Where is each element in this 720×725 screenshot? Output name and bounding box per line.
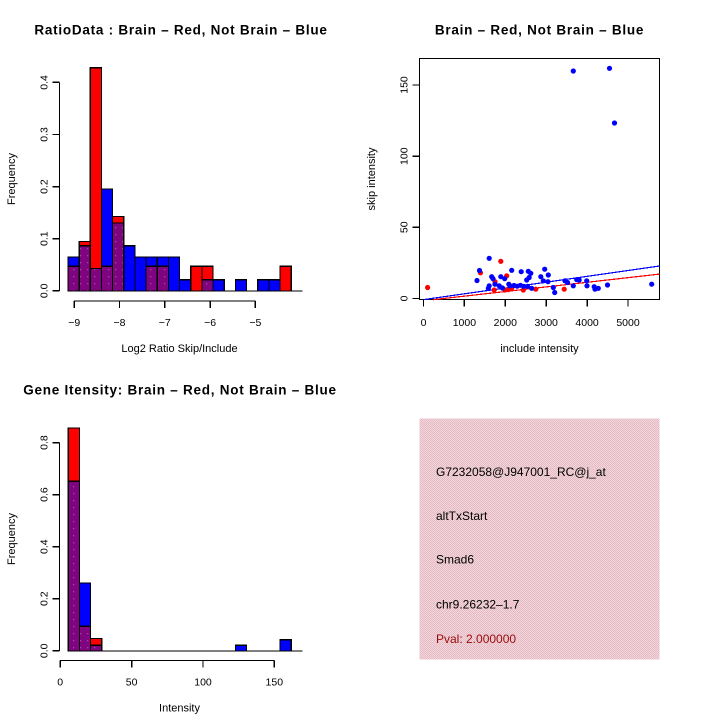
svg-text:0.6: 0.6 bbox=[39, 487, 51, 502]
svg-text:0: 0 bbox=[57, 677, 63, 689]
svg-text:0.8: 0.8 bbox=[39, 435, 51, 450]
svg-text:−5: −5 bbox=[249, 317, 261, 329]
svg-text:chr9.26232–1.7: chr9.26232–1.7 bbox=[436, 598, 520, 612]
svg-text:−8: −8 bbox=[114, 317, 126, 329]
svg-text:Log2 Ratio Skip/Include: Log2 Ratio Skip/Include bbox=[121, 343, 237, 355]
svg-text:0.0: 0.0 bbox=[39, 643, 51, 658]
svg-text:100: 100 bbox=[399, 147, 411, 165]
svg-text:0.4: 0.4 bbox=[39, 75, 51, 90]
svg-text:−9: −9 bbox=[68, 317, 80, 329]
svg-text:Brain – Red, Not Brain – Blue: Brain – Red, Not Brain – Blue bbox=[435, 22, 644, 37]
svg-text:0: 0 bbox=[421, 317, 427, 329]
svg-text:Intensity: Intensity bbox=[159, 703, 200, 715]
svg-text:0.2: 0.2 bbox=[39, 179, 51, 194]
svg-text:50: 50 bbox=[126, 677, 138, 689]
svg-text:G7232058@J947001_RC@j_at: G7232058@J947001_RC@j_at bbox=[436, 465, 606, 479]
svg-text:100: 100 bbox=[194, 677, 212, 689]
svg-text:0.4: 0.4 bbox=[39, 539, 51, 554]
svg-text:altTxStart: altTxStart bbox=[436, 509, 488, 523]
svg-text:Smad6: Smad6 bbox=[436, 553, 474, 567]
svg-text:4000: 4000 bbox=[575, 317, 599, 329]
svg-text:0.0: 0.0 bbox=[39, 283, 51, 298]
svg-text:150: 150 bbox=[266, 677, 284, 689]
svg-text:0: 0 bbox=[399, 295, 411, 301]
svg-text:150: 150 bbox=[399, 76, 411, 94]
svg-text:skip intensity: skip intensity bbox=[366, 147, 378, 210]
svg-text:−7: −7 bbox=[159, 317, 171, 329]
svg-text:−6: −6 bbox=[204, 317, 216, 329]
svg-text:Gene Itensity: Brain – Red, No: Gene Itensity: Brain – Red, Not Brain – … bbox=[23, 382, 337, 397]
svg-text:0.3: 0.3 bbox=[39, 127, 51, 142]
svg-text:Pval: 2.000000: Pval: 2.000000 bbox=[436, 632, 516, 646]
svg-text:RatioData : Brain – Red, Not B: RatioData : Brain – Red, Not Brain – Blu… bbox=[34, 22, 327, 37]
svg-text:3000: 3000 bbox=[535, 317, 559, 329]
svg-text:include intensity: include intensity bbox=[500, 343, 579, 355]
svg-text:0.2: 0.2 bbox=[39, 591, 51, 606]
svg-text:2000: 2000 bbox=[494, 317, 518, 329]
svg-text:50: 50 bbox=[399, 221, 411, 233]
svg-text:Frequency: Frequency bbox=[6, 513, 18, 565]
svg-text:0.1: 0.1 bbox=[39, 231, 51, 246]
svg-text:1000: 1000 bbox=[453, 317, 477, 329]
svg-text:Frequency: Frequency bbox=[6, 153, 18, 205]
svg-text:5000: 5000 bbox=[616, 317, 640, 329]
